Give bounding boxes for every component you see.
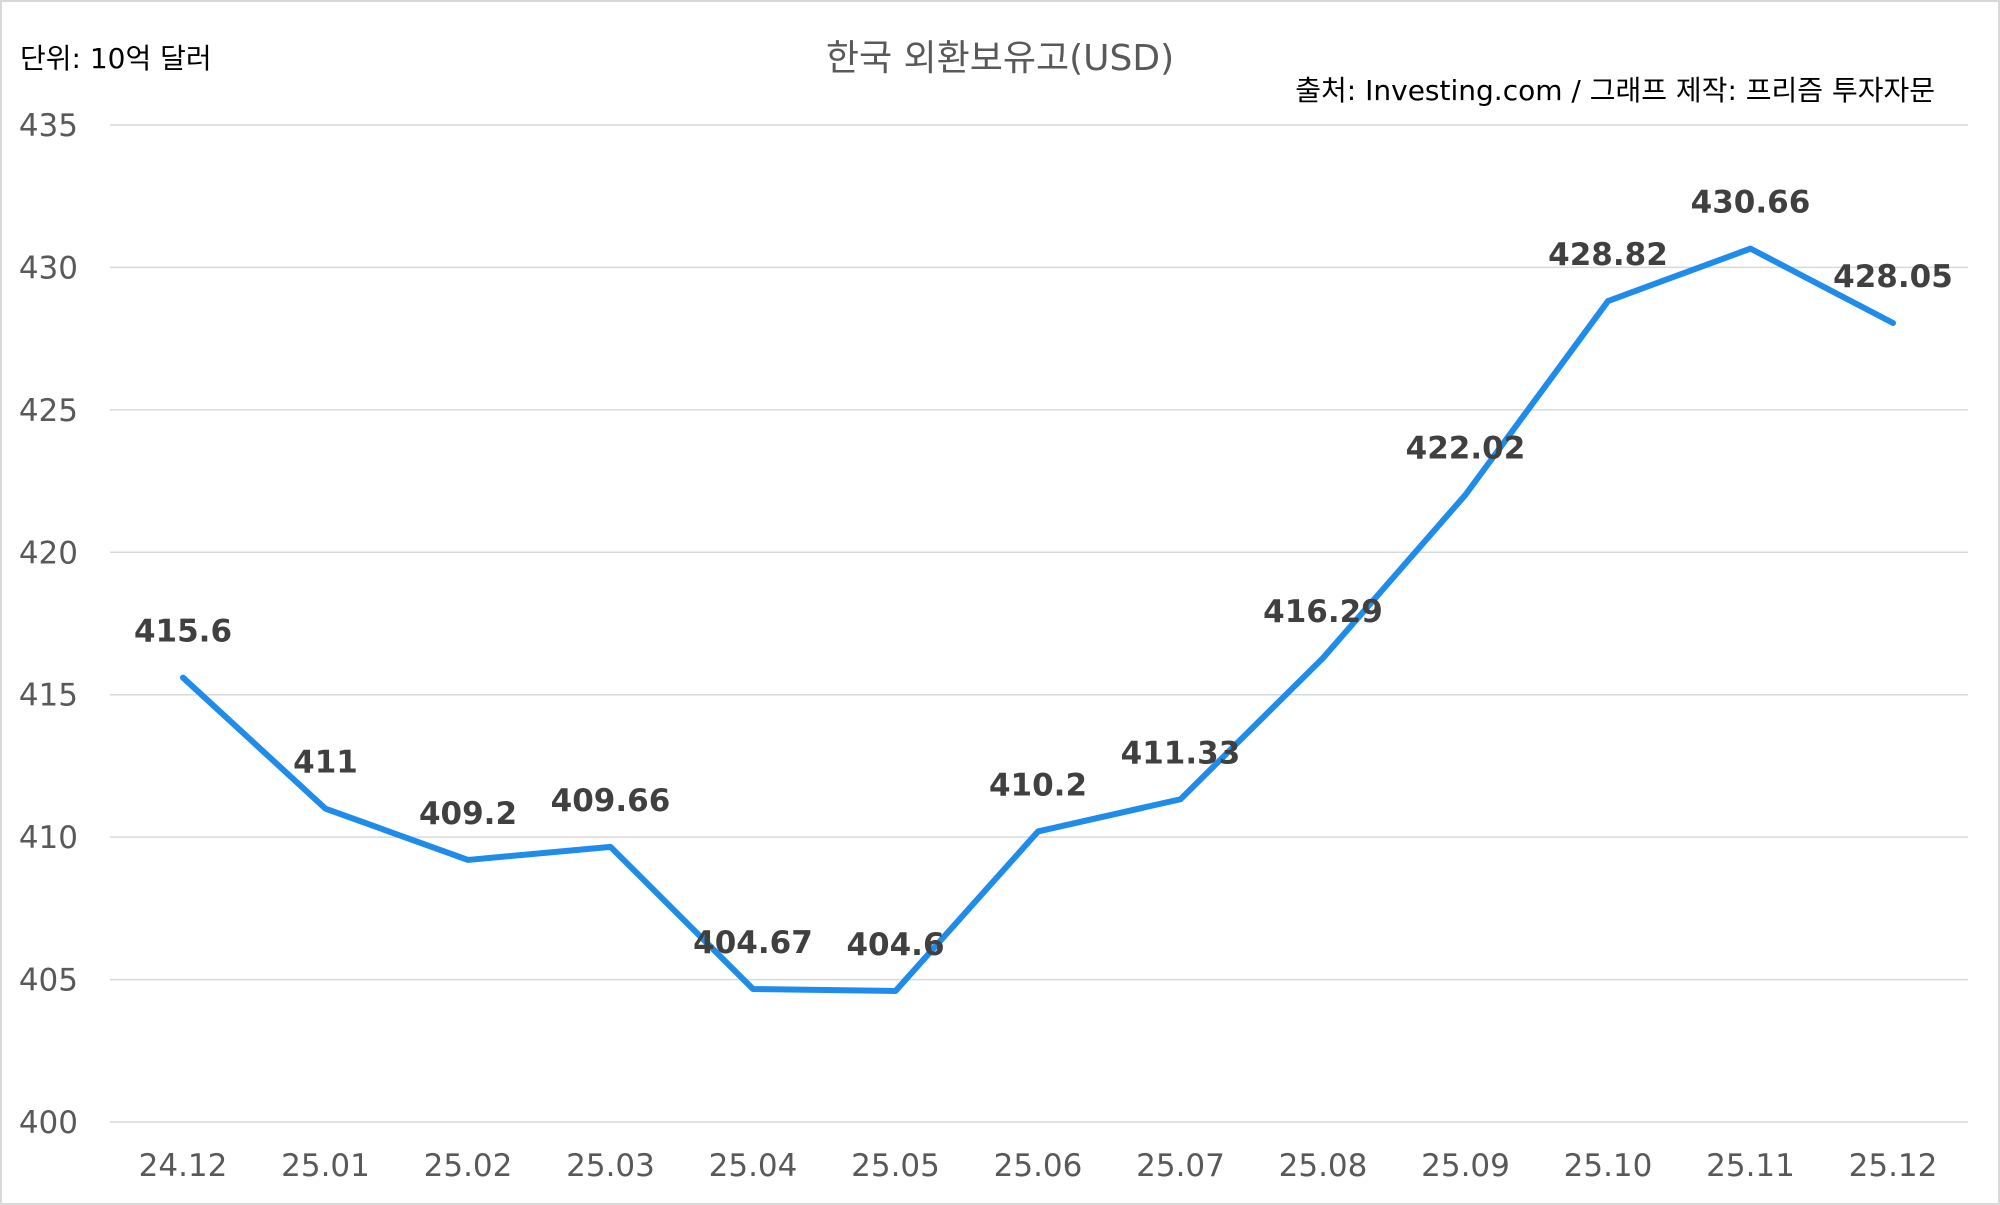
data-label: 415.6 bbox=[134, 614, 232, 650]
data-label: 411 bbox=[293, 745, 358, 781]
x-tick-label: 25.08 bbox=[1279, 1148, 1368, 1184]
x-tick-label: 25.01 bbox=[281, 1148, 370, 1184]
data-point bbox=[324, 807, 327, 810]
y-tick-label: 415 bbox=[19, 678, 78, 714]
data-point bbox=[1037, 830, 1039, 833]
x-tick-label: 25.09 bbox=[1421, 1148, 1510, 1184]
data-point bbox=[467, 858, 469, 861]
y-tick-label: 435 bbox=[19, 108, 78, 144]
data-label: 410.2 bbox=[989, 767, 1087, 803]
y-axis-ticks: 400 405 410 415 420 425 430 435 bbox=[19, 108, 78, 1141]
gridlines bbox=[110, 124, 1968, 1123]
data-label: 416.29 bbox=[1263, 594, 1383, 630]
x-tick-label: 25.04 bbox=[709, 1148, 798, 1184]
y-tick-label: 405 bbox=[19, 963, 78, 999]
y-tick-label: 420 bbox=[19, 535, 78, 571]
x-tick-label: 25.02 bbox=[424, 1148, 513, 1184]
data-point bbox=[1892, 321, 1894, 324]
x-tick-label: 25.10 bbox=[1564, 1148, 1653, 1184]
data-label: 428.05 bbox=[1833, 259, 1953, 295]
y-tick-label: 400 bbox=[19, 1105, 78, 1141]
data-point bbox=[1607, 300, 1609, 303]
data-point bbox=[752, 987, 754, 990]
data-label: 409.2 bbox=[419, 796, 517, 832]
series-line-layer bbox=[180, 245, 1896, 994]
x-axis-ticks: 24.12 25.01 25.02 25.03 25.04 25.05 25.06 25.07… bbox=[139, 1148, 1938, 1184]
data-label: 409.66 bbox=[551, 783, 671, 819]
data-label: 422.02 bbox=[1406, 431, 1526, 467]
data-label: 404.6 bbox=[846, 927, 944, 963]
data-label: 428.82 bbox=[1548, 237, 1668, 273]
source-note: 출처: Investing.com / 그래프 제작: 프리즘 투자자문 bbox=[1295, 74, 1935, 107]
y-tick-label: 425 bbox=[19, 393, 78, 429]
unit-note: 단위: 10억 달러 bbox=[20, 42, 212, 75]
data-point bbox=[609, 845, 612, 848]
data-label: 430.66 bbox=[1691, 185, 1811, 221]
y-tick-label: 430 bbox=[19, 250, 78, 286]
data-point bbox=[894, 989, 897, 992]
x-tick-label: 25.12 bbox=[1849, 1148, 1938, 1184]
data-point bbox=[1464, 493, 1467, 496]
x-tick-label: 25.03 bbox=[566, 1148, 655, 1184]
x-tick-label: 25.05 bbox=[851, 1148, 940, 1184]
x-tick-label: 24.12 bbox=[139, 1148, 228, 1184]
data-point bbox=[1179, 798, 1182, 801]
chart-title: 한국 외환보유고(USD) bbox=[826, 38, 1174, 79]
data-point bbox=[1322, 656, 1324, 659]
data-point bbox=[1749, 247, 1752, 250]
x-tick-label: 25.07 bbox=[1136, 1148, 1225, 1184]
data-label: 411.33 bbox=[1121, 735, 1241, 771]
x-tick-label: 25.11 bbox=[1706, 1148, 1795, 1184]
y-tick-label: 410 bbox=[19, 820, 78, 856]
data-label: 404.67 bbox=[693, 925, 813, 961]
data-labels: 415.6 411 409.2 409.66 404.67 404.6 410.2 411.3… bbox=[134, 185, 1953, 963]
x-tick-label: 25.06 bbox=[994, 1148, 1083, 1184]
data-point bbox=[182, 676, 184, 679]
